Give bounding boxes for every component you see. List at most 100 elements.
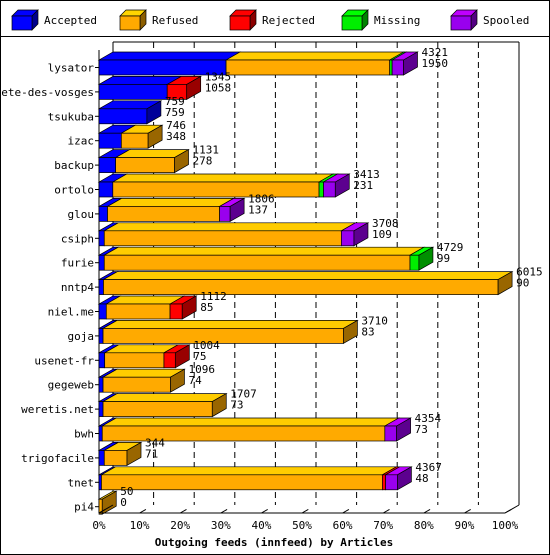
bar-front-face — [98, 450, 105, 466]
bar-row-usenet-fr — [97, 344, 191, 369]
bar-front-face — [409, 254, 420, 271]
x-tick-label: 90% — [454, 519, 474, 532]
legend-item-missing: Missing — [341, 9, 420, 31]
bar-side-face — [101, 490, 117, 515]
annotation-bottom: 759 — [165, 106, 185, 119]
bar-side-face — [353, 222, 369, 247]
bar-front-face — [101, 474, 383, 491]
bar-row-furie — [97, 246, 435, 271]
x-tick-label: 100% — [492, 519, 519, 532]
annotation-top: 1806 — [248, 192, 275, 205]
bar-bete-des-vosges-accepted — [97, 76, 183, 100]
annotation-bottom: 0 — [120, 496, 127, 509]
bar-furie-missing — [408, 246, 435, 271]
bar-side-face — [186, 75, 202, 101]
bar-ortolo-refused — [111, 173, 335, 198]
bar-front-face — [98, 425, 103, 442]
x-axis-title: Outgoing feeds (innfeed) by Articles — [155, 536, 393, 549]
bar-row-glou — [97, 197, 246, 223]
annotation-bottom: 99 — [437, 252, 450, 265]
bar-pi4-refused — [97, 490, 118, 515]
legend-label: Spooled — [483, 14, 529, 27]
bar-front-face — [98, 181, 114, 198]
x-tick-label: 80% — [414, 519, 434, 532]
legend: Accepted Refused Rejected Missing Spooled — [11, 9, 529, 31]
x-tick — [98, 508, 106, 514]
category-label: goja — [68, 330, 95, 343]
annotation-top: 4729 — [437, 241, 464, 254]
legend-item-refused: Refused — [119, 9, 198, 31]
bar-tnet-refused — [100, 466, 398, 491]
bar-side-face — [396, 417, 411, 442]
bars — [97, 51, 514, 515]
bar-top-face — [102, 246, 426, 256]
annotation-top: 4367 — [415, 461, 442, 474]
category-label: weretis.net — [21, 403, 94, 416]
bar-front-face — [103, 254, 411, 271]
annotation-top: 1112 — [200, 290, 227, 303]
bar-front-face — [98, 328, 104, 344]
annotation-top: 3413 — [353, 168, 380, 181]
category-label: csiph — [61, 232, 94, 245]
bar-side-face — [174, 148, 189, 174]
annotation-top: 1345 — [205, 70, 232, 83]
bar-side-face — [343, 319, 358, 345]
bar-side-face — [147, 124, 163, 149]
bar-backup-refused — [114, 148, 190, 174]
bar-row-gegeweb — [97, 368, 186, 393]
annotation-top: 6015 — [516, 266, 543, 279]
annotation-bottom: 74 — [188, 374, 202, 387]
legend-label: Accepted — [44, 14, 97, 27]
bar-annotations: 4321195013451058759759746348113127834132… — [120, 46, 542, 509]
bar-front-face — [98, 376, 104, 393]
bar-front-face — [98, 230, 105, 247]
bar-front-face — [103, 230, 342, 247]
category-label: bwh — [74, 428, 94, 441]
legend-item-spooled: Spooled — [450, 9, 529, 31]
bar-goja-refused — [101, 319, 359, 345]
category-label: bete-des-vosges — [0, 86, 94, 99]
bar-front-face — [323, 181, 336, 198]
bar-top-face — [101, 393, 228, 402]
bar-gegeweb-refused — [101, 368, 186, 393]
bar-front-face — [98, 254, 105, 271]
annotation-top: 344 — [145, 436, 165, 449]
bar-front-face — [384, 425, 397, 442]
annotation-bottom: 90 — [516, 277, 529, 290]
bar-csiph-refused — [102, 222, 357, 247]
bar-front-face — [103, 450, 128, 466]
bar-front-face — [225, 59, 391, 76]
x-tick — [301, 508, 309, 514]
bar-side-face — [174, 344, 190, 369]
bar-bete-des-vosges-rejected — [165, 75, 203, 101]
legend-swatch — [229, 15, 251, 31]
annotation-bottom: 278 — [193, 155, 213, 168]
bar-front-face — [102, 401, 213, 417]
x-tick-label: 20% — [170, 519, 190, 532]
x-tick-label: 10% — [130, 519, 150, 532]
bar-tnet-spooled — [384, 466, 413, 491]
bar-row-lysator — [97, 51, 419, 76]
bar-side-face — [418, 246, 434, 271]
bar-top-face — [106, 198, 235, 207]
legend-label: Missing — [374, 14, 420, 27]
bar-top-face — [100, 417, 401, 427]
bar-side-face — [181, 295, 197, 320]
bar-usenet-fr-rejected — [162, 344, 191, 369]
x-tick-label: 40% — [251, 519, 271, 532]
bar-row-bete-des-vosges — [97, 75, 203, 101]
annotation-top: 4321 — [422, 46, 449, 59]
bar-front-face — [107, 206, 220, 222]
category-label: usenet-fr — [34, 354, 94, 367]
x-tick — [382, 508, 390, 514]
bar-side-face — [126, 441, 142, 467]
bar-front-face — [98, 157, 116, 173]
bar-front-face — [102, 376, 171, 393]
x-tick-label: 30% — [211, 519, 231, 532]
bar-row-backup — [97, 148, 190, 174]
bar-front-face — [382, 474, 386, 491]
bar-nntp4-refused — [102, 270, 514, 296]
category-label: pi4 — [74, 501, 94, 514]
category-label: backup — [54, 159, 94, 172]
x-tick — [423, 508, 431, 514]
